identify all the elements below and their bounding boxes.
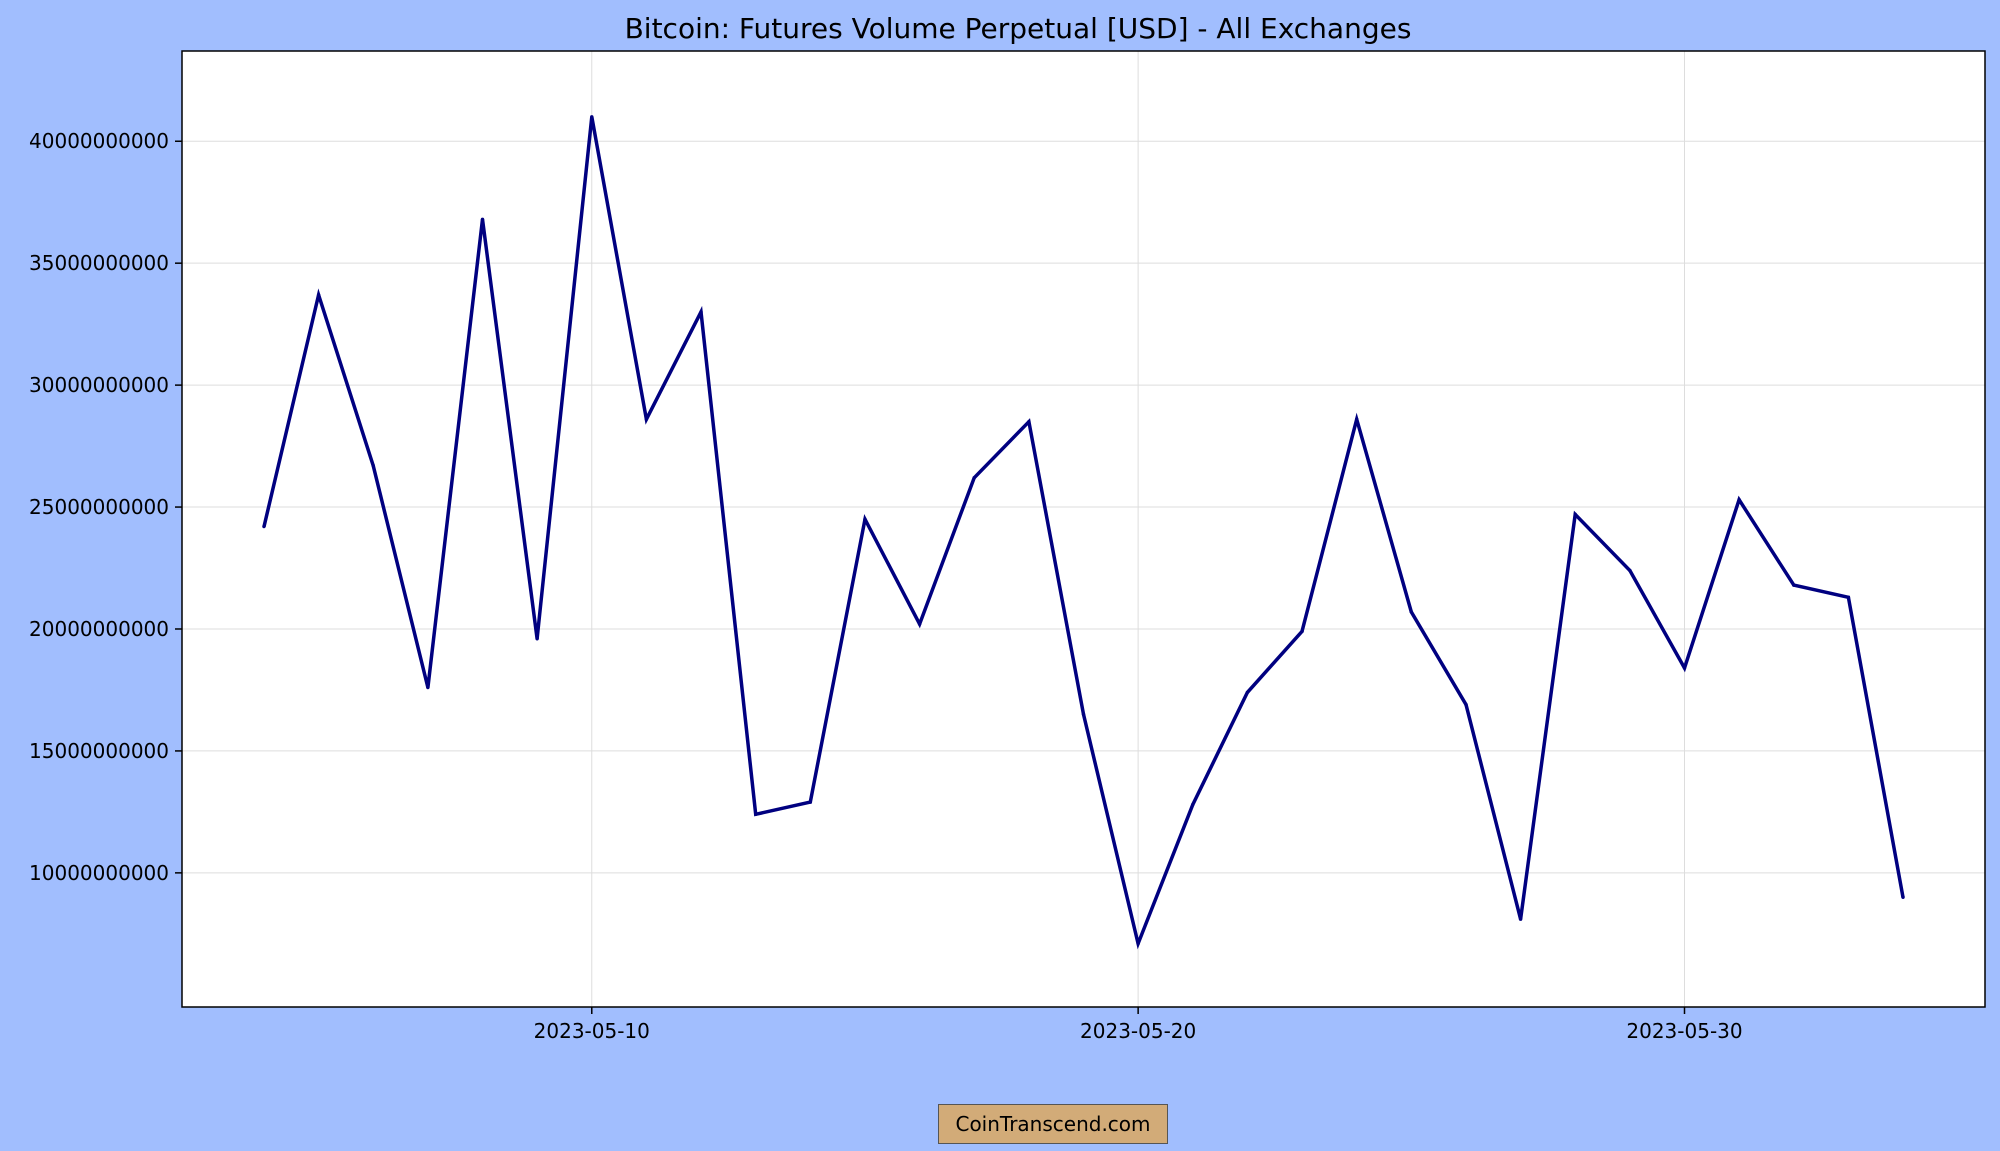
data-point [1409, 610, 1414, 614]
data-point [426, 685, 430, 690]
data-point [644, 417, 649, 421]
y-tick-label: 15000000000 [29, 739, 169, 763]
data-point [262, 524, 266, 529]
y-tick-label: 40000000000 [29, 129, 169, 153]
data-point [1682, 666, 1687, 670]
data-point [1245, 690, 1250, 695]
x-tick-label: 2023-05-30 [1626, 1019, 1742, 1043]
data-point [1300, 629, 1304, 634]
data-point [1901, 895, 1905, 899]
data-point [1027, 419, 1031, 424]
grid-lines [182, 51, 1985, 1007]
data-point [972, 476, 976, 480]
data-point [480, 217, 485, 221]
plot-frame [181, 50, 1986, 1008]
data-point [1573, 512, 1577, 517]
data-point [1354, 417, 1359, 421]
y-tick-label: 35000000000 [29, 251, 169, 275]
y-tick-label: 20000000000 [29, 617, 169, 641]
x-tick-label: 2023-05-10 [534, 1019, 650, 1043]
y-tick-label: 25000000000 [29, 495, 169, 519]
data-point [1628, 568, 1632, 573]
data-point [808, 800, 813, 804]
axis-ticks: 10000000000 15000000000 20000000000 2500000… [29, 129, 1743, 1043]
data-point [316, 293, 321, 297]
data-point [1136, 941, 1140, 946]
data-point [535, 637, 539, 641]
data-point [863, 517, 867, 521]
source-badge: CoinTranscend.com [938, 1104, 1168, 1144]
data-point [1464, 702, 1468, 707]
data-point [753, 812, 758, 817]
series-group [262, 115, 1905, 950]
data-point [1518, 917, 1523, 921]
data-point [1081, 712, 1086, 717]
data-point [917, 622, 922, 626]
data-point [371, 463, 375, 468]
x-tick-label: 2023-05-20 [1080, 1019, 1196, 1043]
data-point [1737, 498, 1741, 502]
y-tick-label: 10000000000 [29, 861, 169, 885]
y-tick-label: 30000000000 [29, 373, 169, 397]
data-point [1191, 802, 1195, 807]
data-point [590, 115, 594, 119]
plot-area [182, 51, 1985, 1007]
data-point [699, 310, 703, 314]
chart-title: Bitcoin: Futures Volume Perpetual [USD] … [625, 12, 1412, 45]
data-point [1846, 595, 1851, 599]
data-point [1792, 583, 1796, 587]
